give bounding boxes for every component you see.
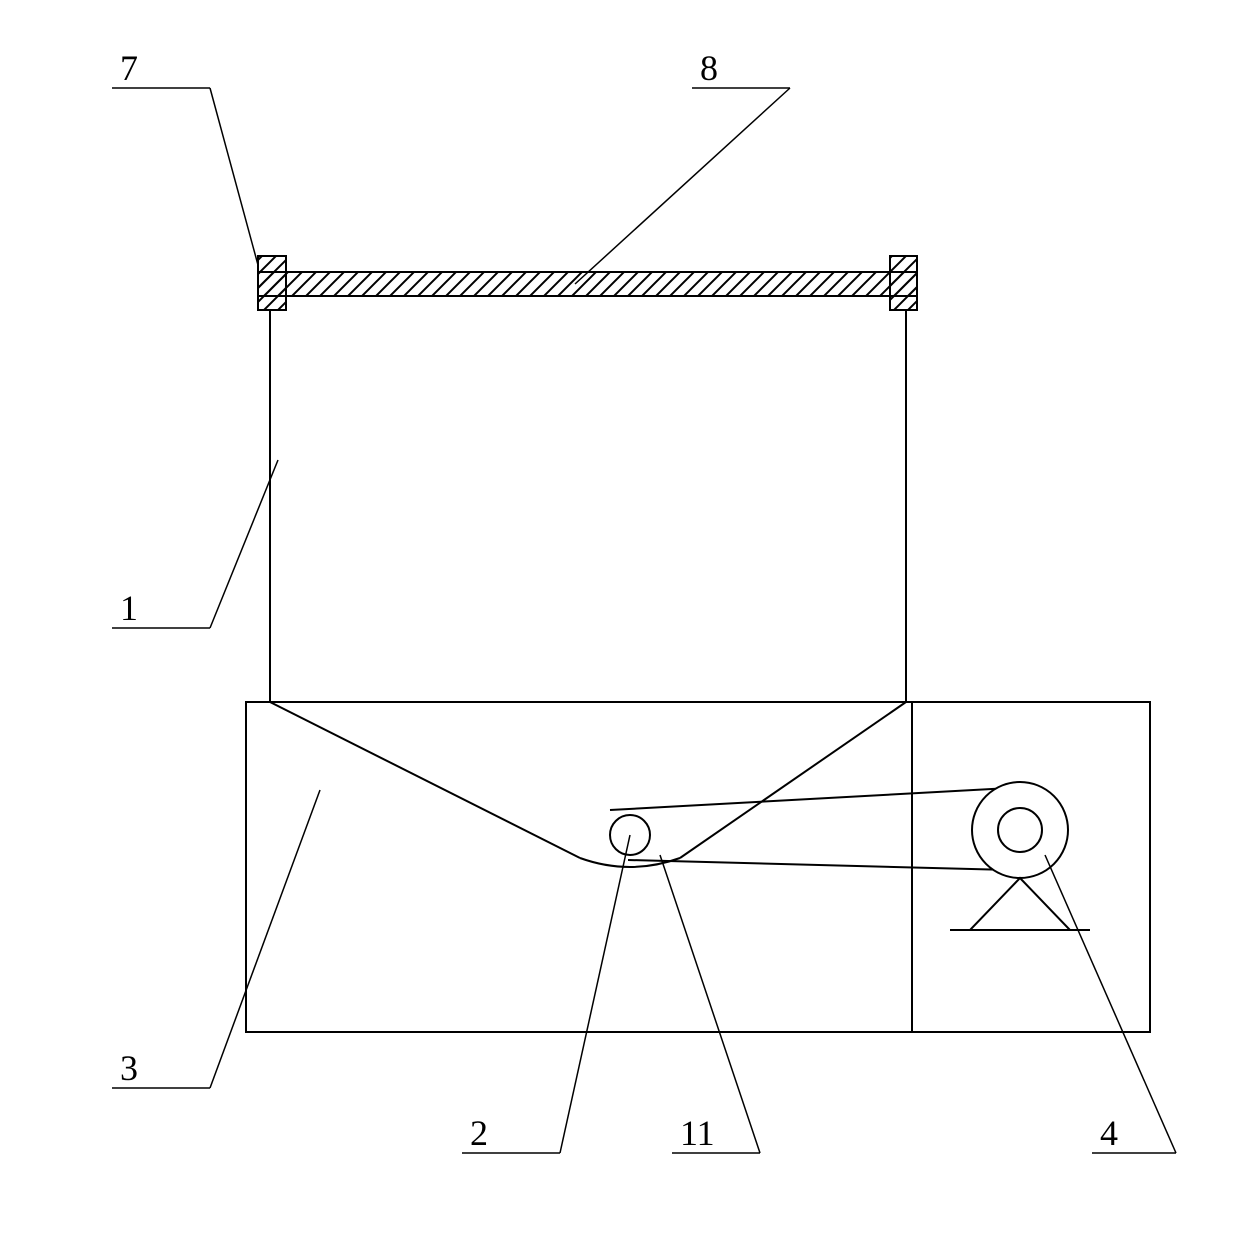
engineering-diagram: 7 8 1 3 2 11 4: [0, 0, 1240, 1241]
part-label: 8: [700, 48, 718, 88]
part-label: 3: [120, 1048, 138, 1088]
part-label: 11: [680, 1113, 715, 1153]
part-label: 2: [470, 1113, 488, 1153]
part-label: 7: [120, 48, 138, 88]
part-label: 1: [120, 588, 138, 628]
part-label: 4: [1100, 1113, 1118, 1153]
